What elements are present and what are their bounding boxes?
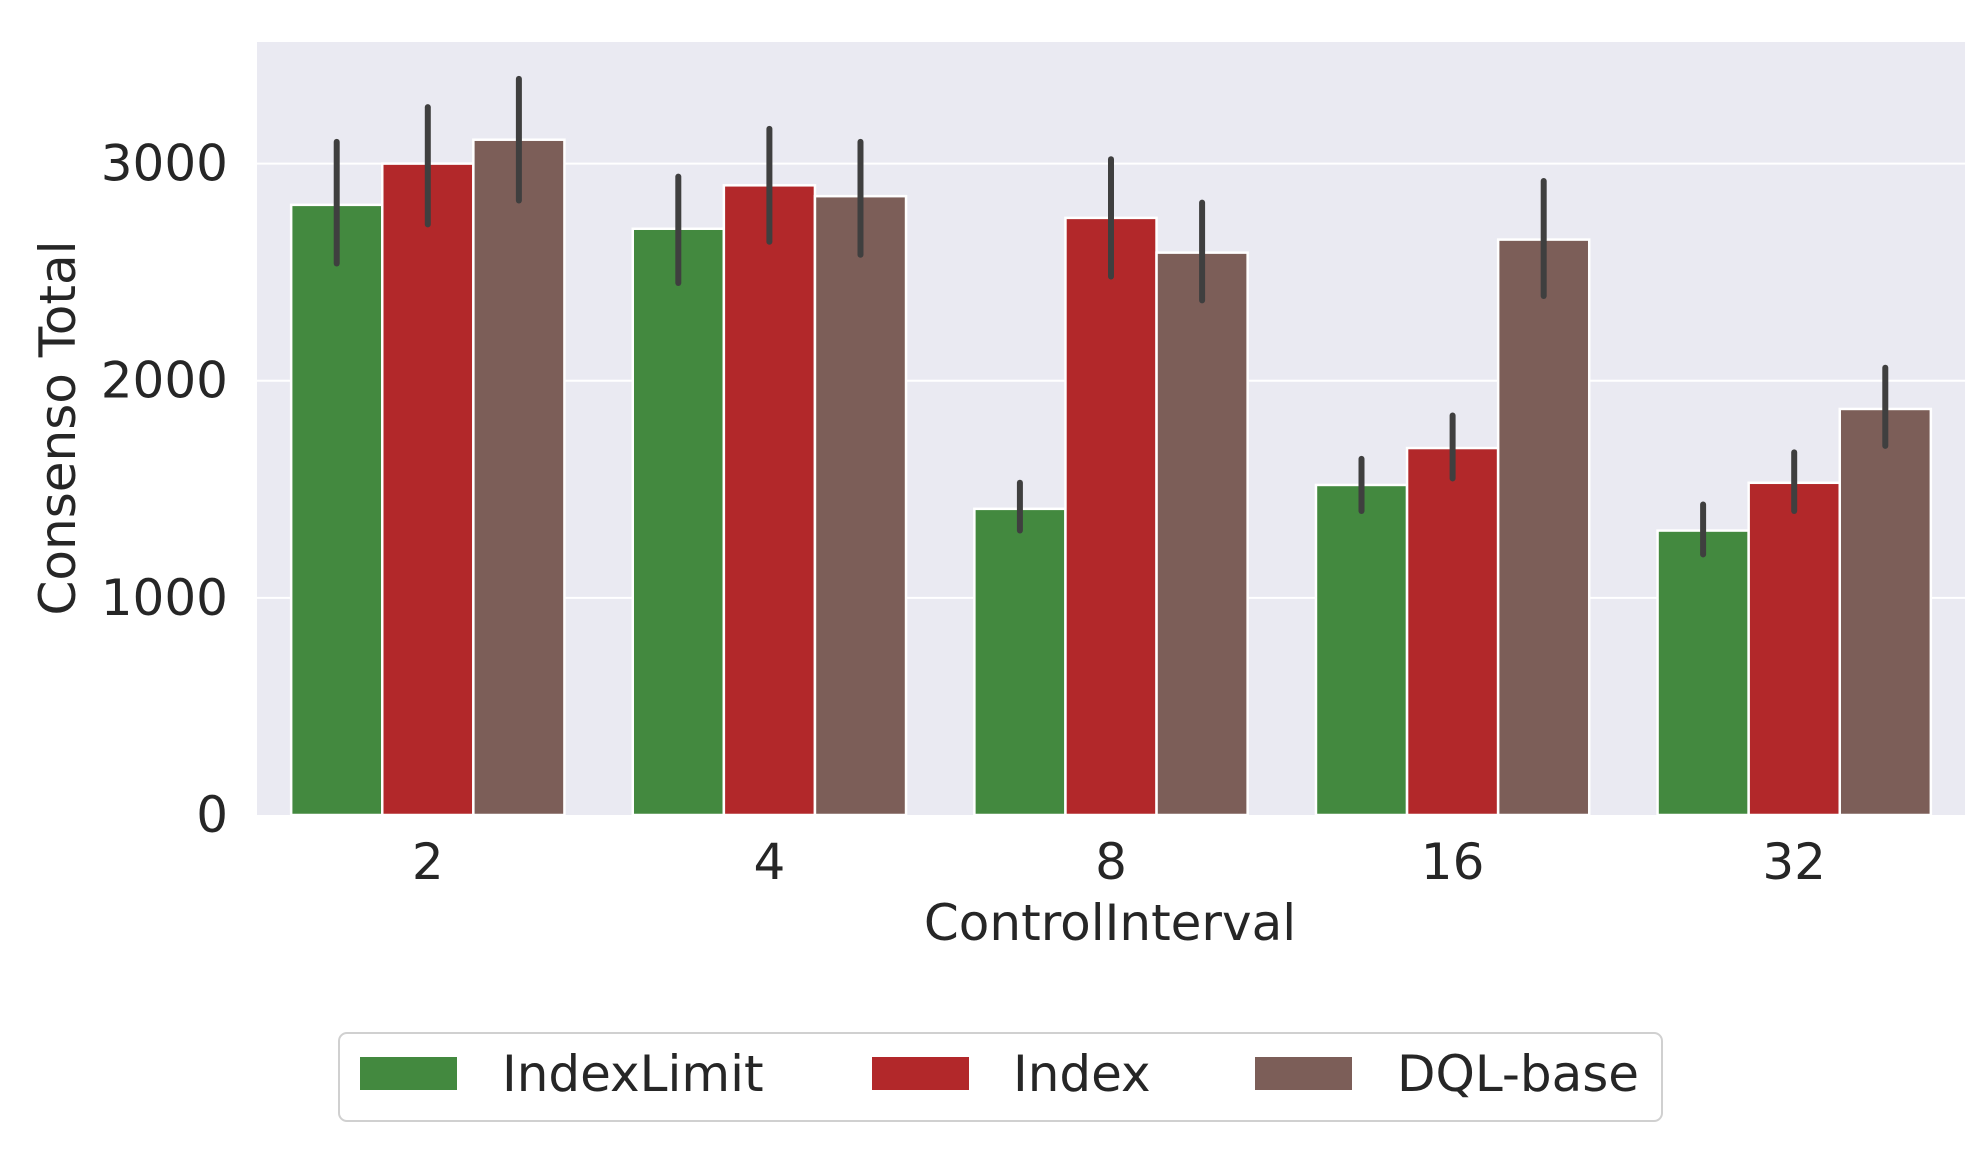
y-tick-label-3000: 3000 bbox=[101, 135, 228, 193]
bar-indexlimit-32 bbox=[1656, 529, 1750, 817]
bar-dql-base-2 bbox=[472, 138, 566, 817]
x-tick-label-2: 2 bbox=[412, 833, 444, 891]
legend-frame bbox=[338, 1032, 1663, 1122]
x-tick-label-32: 32 bbox=[1762, 833, 1826, 891]
bar-index-8 bbox=[1064, 216, 1158, 817]
x-tick-label-8: 8 bbox=[1095, 833, 1127, 891]
y-axis-ticks: 0 1000 2000 3000 bbox=[101, 135, 228, 844]
bar-indexlimit-4 bbox=[631, 227, 726, 817]
bar-indexlimit-16 bbox=[1314, 483, 1409, 817]
bar-dql-base-32 bbox=[1838, 407, 1933, 817]
legend: IndexLimit Index DQL-base bbox=[338, 1032, 1663, 1122]
bar-dql-base-8 bbox=[1155, 251, 1249, 817]
legend-swatch-indexlimit bbox=[360, 1057, 457, 1090]
bar-index-32 bbox=[1747, 481, 1841, 817]
legend-label-index: Index bbox=[1013, 1045, 1151, 1103]
bar-index-16 bbox=[1405, 446, 1500, 817]
bar-indexlimit-8 bbox=[973, 507, 1067, 817]
x-axis-ticks: 2 4 8 16 32 bbox=[412, 833, 1826, 891]
legend-label-dql-base: DQL-base bbox=[1397, 1045, 1639, 1103]
x-tick-label-4: 4 bbox=[753, 833, 785, 891]
x-tick-label-16: 16 bbox=[1421, 833, 1485, 891]
y-tick-label-1000: 1000 bbox=[101, 569, 228, 627]
legend-swatch-dql-base bbox=[1255, 1057, 1352, 1090]
legend-swatch-index bbox=[872, 1057, 969, 1090]
bar-index-2 bbox=[381, 162, 475, 817]
x-axis-label: ControlInterval bbox=[924, 894, 1296, 952]
bar-index-4 bbox=[722, 184, 817, 817]
y-tick-label-2000: 2000 bbox=[101, 352, 228, 410]
bar-dql-base-4 bbox=[813, 194, 908, 817]
y-axis-label: Consenso Total bbox=[29, 241, 87, 616]
legend-label-indexlimit: IndexLimit bbox=[502, 1045, 764, 1103]
bar-dql-base-16 bbox=[1496, 238, 1591, 817]
y-tick-label-0: 0 bbox=[196, 786, 228, 844]
bar-indexlimit-2 bbox=[289, 203, 384, 817]
error-bars bbox=[333, 75, 1889, 558]
